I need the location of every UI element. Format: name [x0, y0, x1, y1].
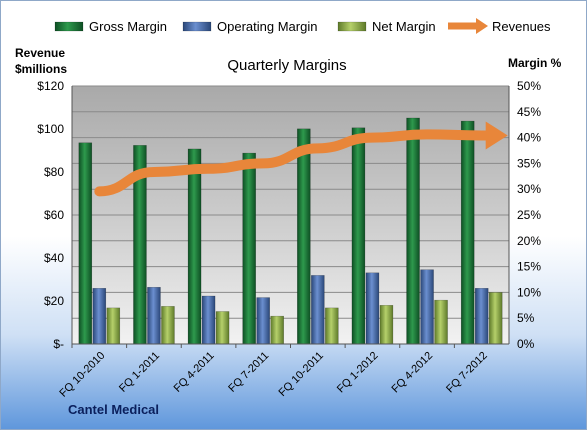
legend: Gross Margin Operating Margin Net Margin Re… — [54, 18, 551, 34]
y-right-tick-label: 35% — [517, 156, 541, 170]
bar-net-margin — [379, 305, 394, 345]
y-right-label: Margin % — [508, 56, 562, 70]
legend-swatch-operating-margin — [182, 21, 212, 32]
bar-operating-margin — [92, 288, 107, 345]
bar-operating-margin — [365, 272, 380, 345]
revenue-arrowhead — [485, 121, 508, 150]
bar-gross-margin — [78, 142, 93, 345]
revenue-line — [94, 129, 491, 197]
bar-net-margin — [215, 311, 230, 345]
bar-net-margin — [270, 315, 284, 345]
y-right-tick-label: 25% — [517, 208, 541, 222]
bar-gross-margin — [297, 128, 311, 345]
legend-swatch-net-margin — [337, 21, 367, 32]
y-left-tick-label: $20 — [44, 294, 64, 308]
bar-gross-margin — [351, 127, 366, 345]
bar-net-margin — [488, 292, 503, 345]
x-tick-label: FQ 7-2011 — [226, 350, 271, 395]
y-right-tick-label: 10% — [517, 285, 541, 299]
bar-net-margin — [325, 307, 339, 345]
x-tick-label: FQ 4-2011 — [172, 350, 217, 395]
bar-operating-margin — [311, 275, 325, 345]
y-right-tick-label: 0% — [517, 337, 535, 351]
legend-label: Operating Margin — [217, 19, 317, 34]
chart-title: Quarterly Margins — [227, 57, 346, 74]
y-left-tick-label: $- — [53, 337, 64, 351]
bar-operating-margin — [256, 297, 270, 345]
bar-gross-margin — [187, 148, 202, 345]
y-left-label-line-2: $millions — [15, 62, 67, 76]
y-right-tick-label: 50% — [517, 79, 541, 93]
y-left-label-line-1: Revenue — [15, 46, 65, 60]
bar-operating-margin — [474, 288, 489, 345]
bar-net-margin — [434, 299, 448, 345]
x-tick-label: FQ 4-2012 — [390, 350, 436, 396]
legend-label: Revenues — [492, 19, 551, 34]
bar-operating-margin — [420, 269, 434, 345]
legend-label: Net Margin — [372, 19, 436, 34]
y-right-tick-label: 40% — [517, 131, 541, 145]
legend-label: Gross Margin — [89, 19, 167, 34]
company-name: Cantel Medical — [68, 402, 159, 417]
x-tick-label: FQ 10-2010 — [57, 350, 107, 400]
bar-gross-margin — [406, 117, 420, 345]
y-right-tick-label: 15% — [517, 260, 541, 274]
revenue-line-layer — [94, 121, 508, 197]
y-right-tick-label: 45% — [517, 105, 541, 119]
x-tick-label: FQ 7-2012 — [444, 350, 490, 396]
legend-arrow-revenues — [476, 18, 488, 34]
y-left-tick-label: $40 — [44, 251, 64, 265]
bar-operating-margin — [147, 286, 161, 345]
legend-swatch-gross-margin — [54, 21, 84, 32]
bar-gross-margin — [460, 120, 475, 345]
y-left-tick-label: $60 — [44, 208, 64, 222]
x-tick-label: FQ 1-2011 — [117, 350, 162, 395]
bar-net-margin — [106, 307, 121, 345]
bar-net-margin — [161, 306, 175, 345]
bar-operating-margin — [201, 295, 216, 345]
y-right-tick-label: 20% — [517, 234, 541, 248]
y-left-tick-label: $120 — [37, 79, 64, 93]
y-right-tick-label: 5% — [517, 311, 535, 325]
y-left-tick-label: $100 — [37, 122, 64, 136]
x-tick-label: FQ 10-2011 — [277, 350, 326, 399]
bars-layer — [78, 117, 503, 345]
y-left-tick-label: $80 — [44, 165, 64, 179]
bar-gross-margin — [242, 152, 256, 345]
x-tick-label: FQ 1-2012 — [335, 350, 381, 396]
y-right-tick-label: 30% — [517, 182, 541, 196]
